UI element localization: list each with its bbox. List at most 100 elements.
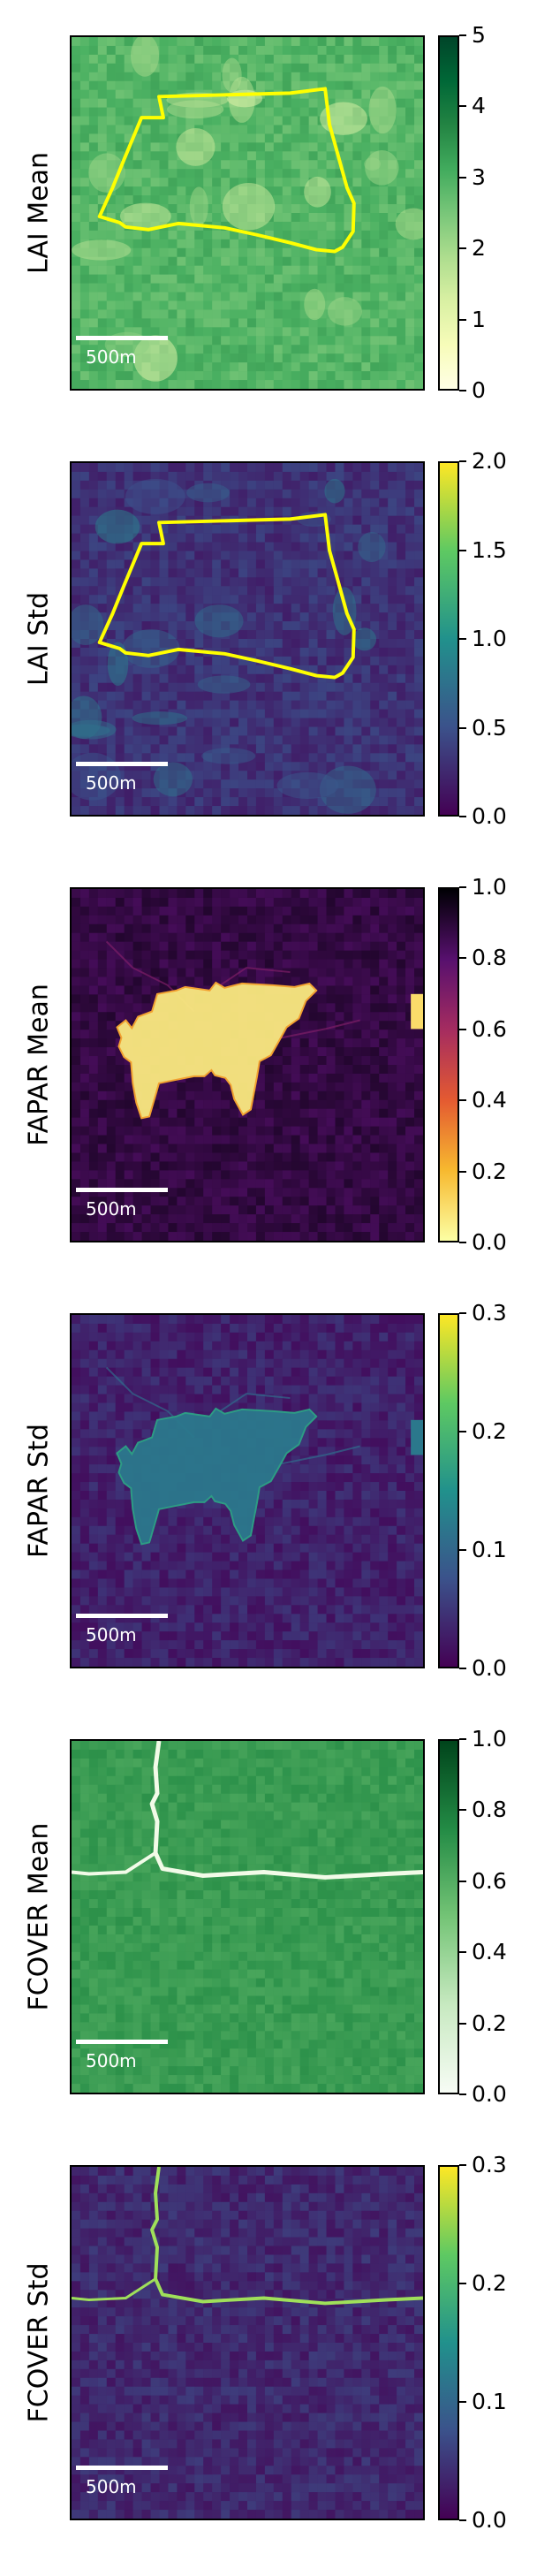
heatmap-cell — [370, 1144, 379, 1153]
heatmap-cell — [221, 1109, 230, 1118]
heatmap-cell — [247, 907, 256, 916]
heatmap-cell — [194, 779, 203, 788]
heatmap-cell — [185, 239, 194, 248]
heatmap-cell — [327, 1065, 336, 1074]
heatmap-cell — [177, 951, 185, 960]
heatmap-cell — [291, 1232, 300, 1241]
heatmap-cell — [203, 1214, 212, 1223]
heatmap-cell — [72, 301, 80, 310]
heatmap-cell — [352, 933, 361, 942]
heatmap-cell — [98, 933, 107, 942]
heatmap-cell — [414, 490, 423, 498]
heatmap-cell — [177, 309, 185, 318]
heatmap-cell — [160, 960, 169, 969]
heatmap-cell — [300, 1065, 309, 1074]
heatmap-cell — [414, 710, 423, 718]
heatmap-cell — [274, 1118, 283, 1127]
heatmap-cell — [221, 727, 230, 736]
heatmap-cell — [336, 516, 344, 525]
heatmap-cell — [300, 380, 309, 389]
heatmap-cell — [265, 463, 274, 472]
heatmap-cell — [414, 336, 423, 345]
heatmap-cell — [185, 942, 194, 951]
heatmap-cell — [274, 806, 283, 815]
heatmap-cell — [265, 481, 274, 490]
heatmap-cell — [125, 293, 133, 301]
heatmap-cell — [221, 551, 230, 560]
heatmap-cell — [370, 284, 379, 293]
heatmap-cell — [238, 151, 247, 160]
heatmap-cell — [194, 969, 203, 977]
heatmap-cell — [238, 133, 247, 142]
heatmap-cell — [397, 718, 405, 727]
heatmap-cell — [274, 345, 283, 353]
heatmap-cell — [125, 1109, 133, 1118]
heatmap-cell — [379, 665, 388, 674]
colorbar-tick-mark — [459, 460, 466, 462]
heatmap-cell — [405, 797, 414, 806]
heatmap-cell — [352, 568, 361, 577]
heatmap-cell — [238, 345, 247, 353]
heatmap-cell — [397, 559, 405, 568]
heatmap-cell — [89, 933, 98, 942]
heatmap-cell — [405, 160, 414, 169]
heatmap-cell — [318, 753, 327, 762]
heatmap-cell — [160, 178, 169, 186]
heatmap-cell — [168, 248, 177, 257]
heatmap-cell — [283, 345, 291, 353]
heatmap-cell — [160, 151, 169, 160]
heatmap-cell — [116, 1003, 125, 1012]
heatmap-cell — [300, 718, 309, 727]
heatmap-cell — [98, 293, 107, 301]
heatmap-cell — [414, 362, 423, 371]
heatmap-cell — [230, 942, 238, 951]
heatmap-cell — [370, 186, 379, 195]
heatmap-cell — [283, 186, 291, 195]
heatmap-cell — [318, 169, 327, 178]
heatmap-cell — [397, 239, 405, 248]
heatmap-cell — [300, 481, 309, 490]
heatmap-cell — [247, 507, 256, 516]
heatmap-cell — [247, 133, 256, 142]
heatmap-cell — [177, 551, 185, 560]
heatmap-cell — [177, 1083, 185, 1091]
heatmap-cell — [89, 472, 98, 481]
heatmap-cell — [98, 1100, 107, 1109]
heatmap-cell — [344, 1030, 352, 1038]
heatmap-cell — [177, 1118, 185, 1127]
heatmap-cell — [283, 630, 291, 639]
heatmap-cell — [352, 1205, 361, 1214]
heatmap-cell — [336, 525, 344, 534]
heatmap-cell — [230, 463, 238, 472]
heatmap-cell — [116, 933, 125, 942]
heatmap-cell — [116, 907, 125, 916]
heatmap-cell — [160, 160, 169, 169]
heatmap-cell — [318, 1136, 327, 1144]
heatmap-cell — [80, 744, 89, 753]
heatmap-cell — [300, 630, 309, 639]
heatmap-cell — [300, 639, 309, 648]
heatmap-cell — [405, 1118, 414, 1127]
heatmap-cell — [370, 735, 379, 744]
heatmap-cell — [291, 1038, 300, 1047]
heatmap-cell — [89, 301, 98, 310]
heatmap-cell — [318, 463, 327, 472]
heatmap-cell — [336, 907, 344, 916]
heatmap-cell — [318, 318, 327, 327]
heatmap-cell — [98, 222, 107, 231]
heatmap-cell — [177, 1232, 185, 1241]
heatmap-cell — [318, 977, 327, 986]
heatmap-cell — [379, 309, 388, 318]
colorbar-tick-label: 0 — [472, 377, 486, 404]
heatmap-cell — [352, 727, 361, 736]
heatmap-cell — [274, 507, 283, 516]
heatmap-cell — [98, 586, 107, 595]
heatmap-cell — [318, 336, 327, 345]
heatmap-cell — [265, 239, 274, 248]
heatmap-cell — [72, 1021, 80, 1030]
heatmap-cell — [107, 99, 116, 108]
scale-bar-line — [76, 336, 168, 340]
heatmap-cell — [107, 318, 116, 327]
vegetation-patch — [167, 100, 223, 118]
heatmap-cell — [116, 1179, 125, 1188]
